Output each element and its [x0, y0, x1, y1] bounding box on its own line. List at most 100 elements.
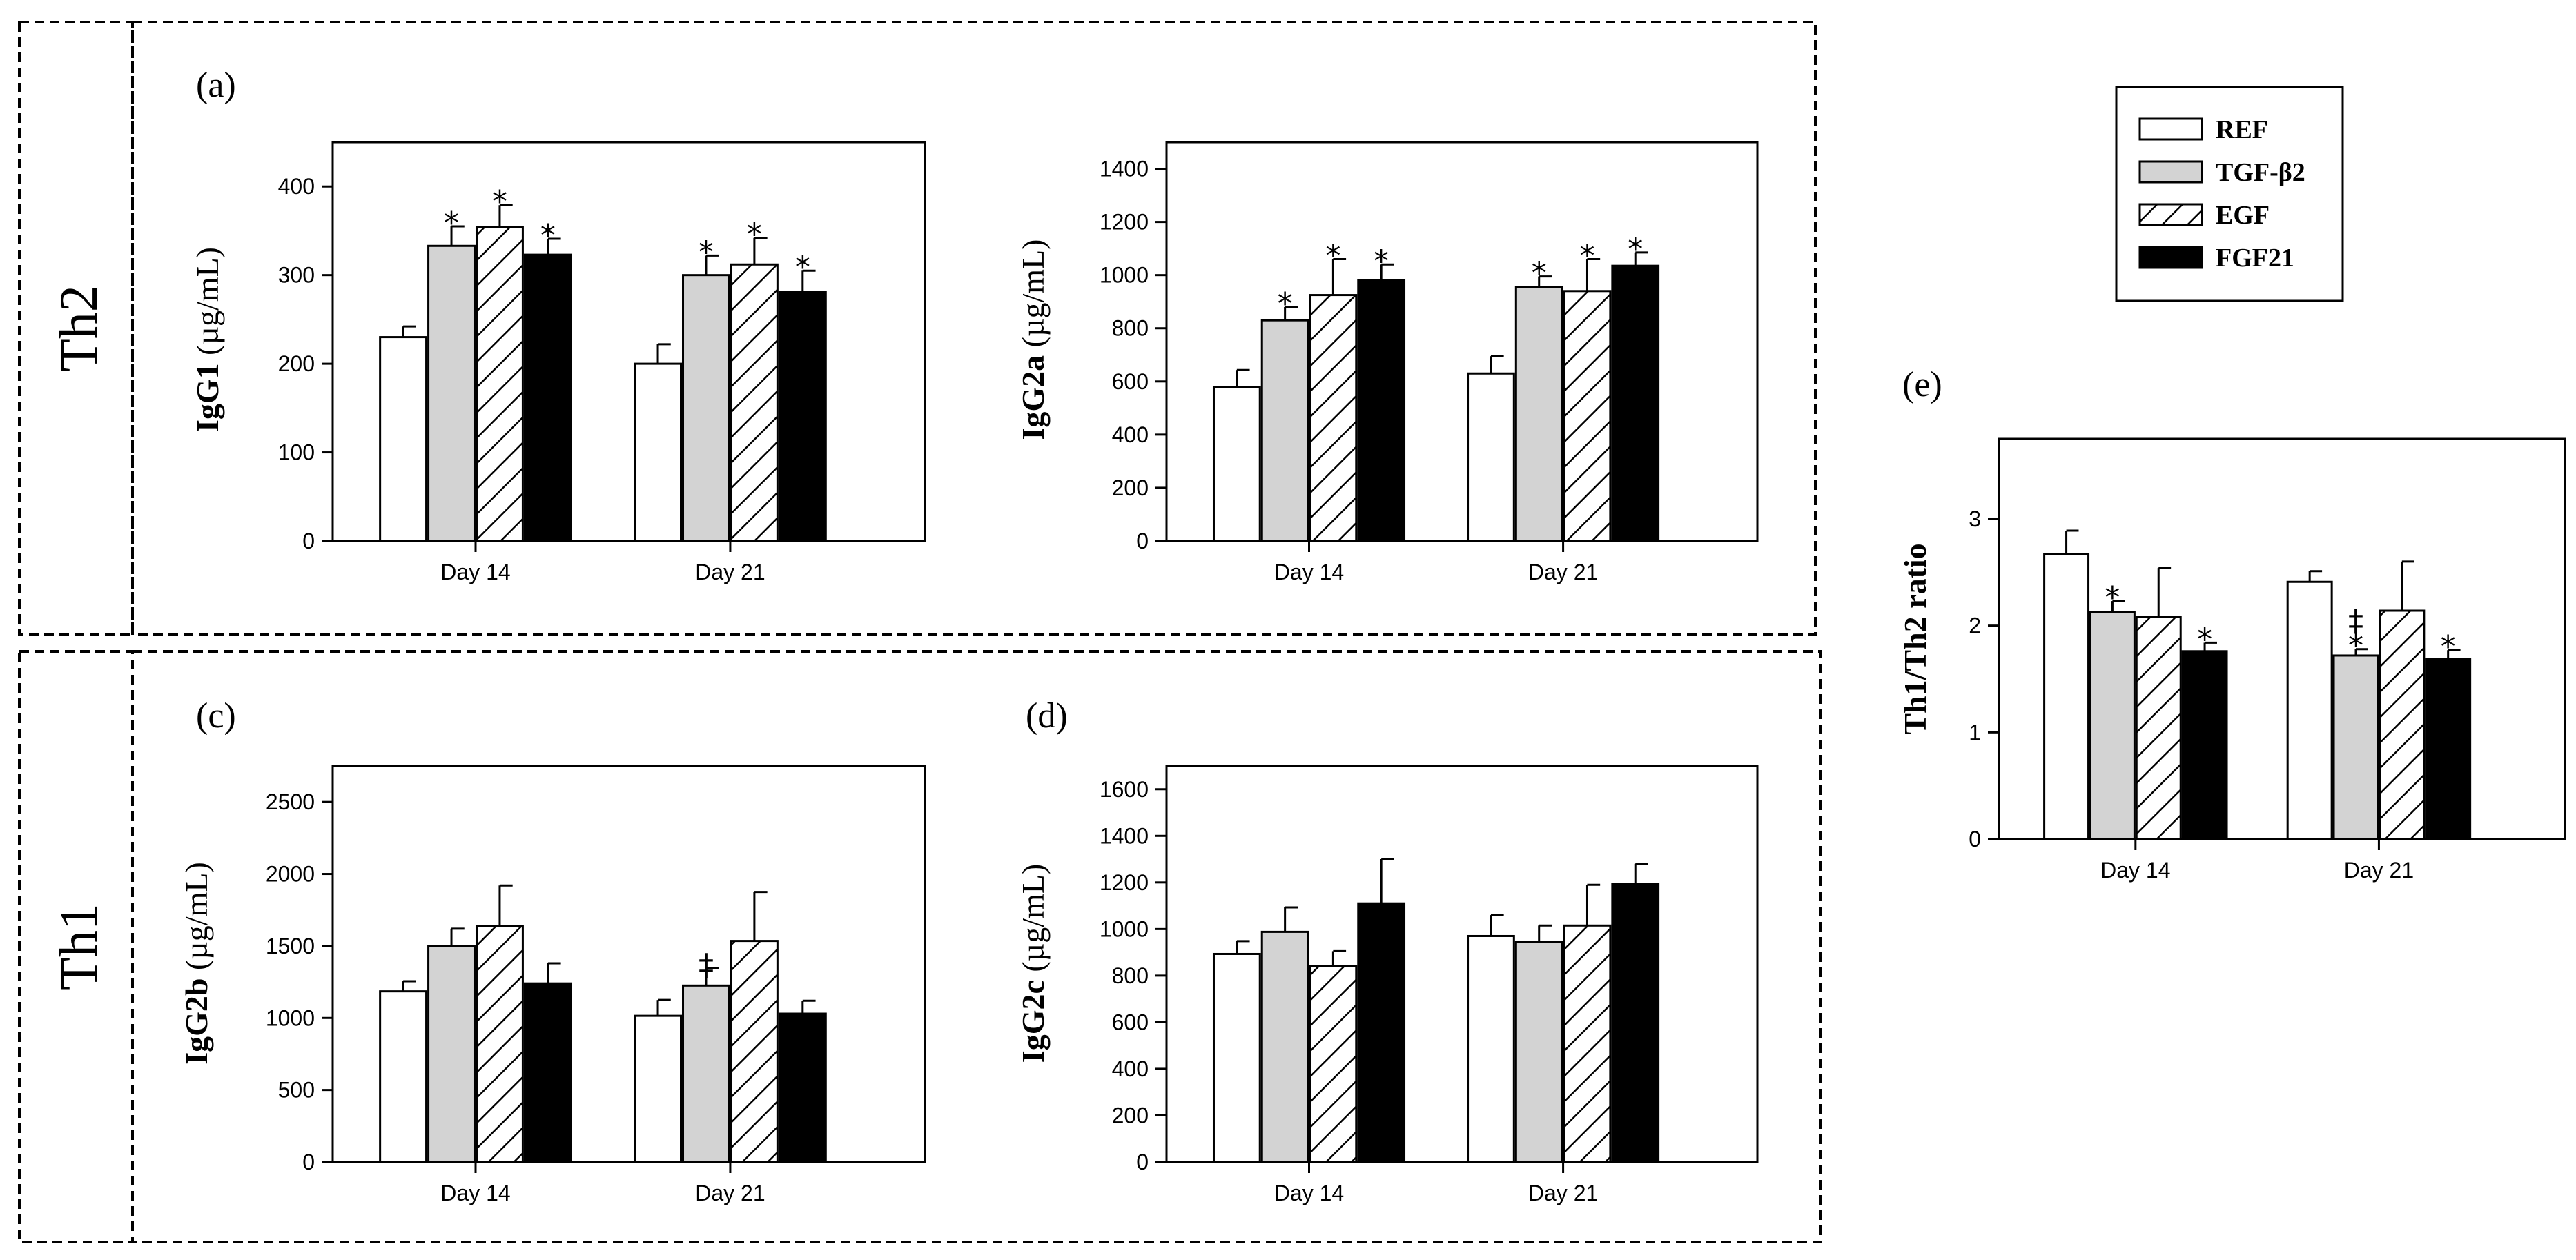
y-tick-label: 800: [1112, 963, 1149, 988]
x-tick-label: Day 14: [1274, 560, 1344, 584]
panel-letter: (e): [1902, 365, 1942, 404]
y-axis-title: IgG2b (µg/mL): [179, 862, 214, 1065]
bar-REF-Day 21: [1467, 934, 1515, 1163]
y-tick-label: 0: [302, 1150, 315, 1174]
y-tick-label: 1200: [1100, 210, 1149, 235]
significance-star: *: [2105, 580, 2120, 616]
y-tick-label: 1: [1969, 720, 1981, 745]
significance-star: *: [444, 206, 459, 241]
significance-star: *: [795, 250, 810, 285]
plot-frame: [1998, 437, 2566, 840]
bar-REF-Day 14: [1212, 386, 1261, 542]
bar-REF-Day 14: [1212, 952, 1261, 1163]
plot-frame: [1165, 141, 1759, 542]
plot-frame: [331, 765, 926, 1163]
y-tick-label: 0: [1136, 529, 1149, 553]
significance-star: *: [1325, 239, 1340, 274]
plot-frame: [1165, 765, 1759, 1163]
bar-EGF-Day 21: [730, 263, 779, 542]
x-tick-label: Day 21: [2344, 858, 2414, 883]
y-tick-label: 2500: [266, 789, 315, 814]
y-tick-label: 2: [1969, 613, 1981, 638]
y-tick-label: 3: [1969, 506, 1981, 531]
y-tick-label: 400: [1112, 422, 1149, 447]
y-tick-label: 100: [278, 440, 315, 465]
bar-EGF-Day 14: [475, 925, 524, 1163]
legend-frame: [2115, 86, 2344, 302]
x-tick-label: Day 14: [440, 560, 510, 584]
bar-TGF-β2-Day 14: [427, 244, 476, 542]
plot-frame: [331, 141, 926, 542]
chart-0: (a) IgG1 (µg/mL) 0 100 200 300 400 * * * Day 14 * * *…: [190, 66, 926, 584]
bar-FGF21-Day 21: [2425, 658, 2472, 840]
legend-label-0: REF: [2216, 115, 2268, 144]
y-axis-title-unit: (µg/mL): [1015, 239, 1051, 355]
significance-star: *: [747, 217, 762, 253]
bar-TGF-β2-Day 21: [1514, 941, 1563, 1163]
significance-star: *: [1579, 239, 1594, 274]
bar-TGF-β2-Day 14: [1260, 319, 1309, 542]
chart-2: (c) IgG2b (µg/mL) 0 500 1000 1500 2000 2500 Day …: [179, 696, 926, 1205]
th1-label-frame: [18, 650, 134, 1243]
y-tick-label: 1000: [266, 1005, 315, 1030]
panel-letter: (c): [196, 696, 236, 736]
significance-star: *: [699, 235, 714, 270]
bar-FGF21-Day 14: [1357, 279, 1406, 542]
y-tick-label: 0: [302, 529, 315, 553]
x-tick-label: Day 21: [1528, 560, 1598, 584]
significance-star: *: [2348, 629, 2363, 664]
legend-label-3: FGF21: [2216, 244, 2294, 273]
bar-TGF-β2-Day 21: [682, 274, 730, 542]
y-axis-title-bold: Th1/Th2 ratio: [1897, 543, 1933, 734]
y-axis-title: IgG2a (µg/mL): [1015, 239, 1051, 440]
y-axis-title-bold: IgG2a: [1015, 355, 1051, 440]
th1-group-label: Th1: [48, 903, 108, 990]
bar-FGF21-Day 14: [523, 253, 572, 542]
significance-dagger: ‡: [699, 947, 714, 983]
y-tick-label: 0: [1969, 827, 1981, 852]
bar-FGF21-Day 14: [1357, 902, 1406, 1163]
significance-star: *: [2197, 622, 2212, 657]
panel-letter: (d): [1026, 696, 1068, 736]
legend-swatch-1: [2138, 160, 2203, 184]
bar-FGF21-Day 21: [778, 291, 827, 542]
legend-swatch-0: [2138, 117, 2203, 141]
legend-label-1: TGF-β2: [2216, 158, 2305, 187]
bar-EGF-Day 21: [1563, 290, 1612, 542]
th2-panel-frame: [131, 21, 1817, 636]
bar-TGF-β2-Day 14: [427, 945, 476, 1163]
x-tick-label: Day 21: [695, 560, 765, 584]
significance-star: *: [1628, 232, 1643, 267]
bar-REF-Day 14: [379, 990, 428, 1163]
y-tick-label: 600: [1112, 369, 1149, 394]
y-axis-title: Th1/Th2 ratio: [1897, 543, 1933, 734]
bar-FGF21-Day 21: [778, 1012, 827, 1163]
y-tick-label: 1200: [1100, 870, 1149, 895]
bar-FGF21-Day 14: [523, 982, 572, 1163]
y-tick-label: 400: [1112, 1056, 1149, 1081]
legend-swatch-3: [2138, 246, 2203, 269]
bar-EGF-Day 21: [2379, 609, 2426, 840]
y-axis-title-unit: (µg/mL): [179, 862, 214, 978]
significance-dagger: ‡: [2348, 604, 2363, 639]
bar-TGF-β2-Day 14: [1260, 930, 1309, 1163]
bar-TGF-β2-Day 14: [2089, 611, 2136, 840]
bar-TGF-β2-Day 21: [682, 984, 730, 1163]
bar-TGF-β2-Day 21: [2332, 654, 2379, 840]
th2-group-label: Th2: [48, 285, 108, 372]
significance-star: *: [492, 184, 507, 219]
y-tick-label: 1400: [1100, 823, 1149, 848]
bar-TGF-β2-Day 21: [1514, 286, 1563, 542]
significance-star: *: [1374, 244, 1389, 279]
y-tick-label: 1000: [1100, 916, 1149, 941]
significance-star: *: [1532, 256, 1547, 291]
y-axis-title-unit: (µg/mL): [190, 247, 225, 363]
y-tick-label: 800: [1112, 316, 1149, 341]
x-tick-label: Day 14: [2100, 858, 2170, 883]
legend: REF TGF-β2 EGF FGF21: [2115, 86, 2344, 302]
y-axis-title-bold: IgG1: [190, 363, 225, 432]
y-tick-label: 1500: [266, 934, 315, 958]
bar-FGF21-Day 14: [2181, 650, 2228, 840]
bar-EGF-Day 14: [1309, 965, 1358, 1163]
